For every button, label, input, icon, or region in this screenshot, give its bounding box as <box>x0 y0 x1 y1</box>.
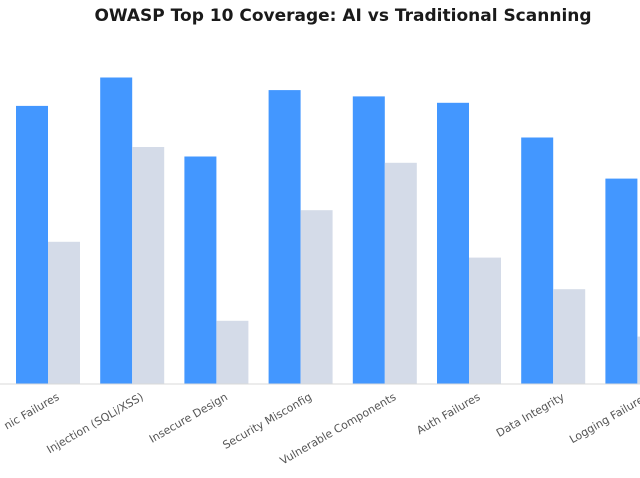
bar-series1-0 <box>16 105 48 385</box>
bar-series2-2 <box>216 320 249 384</box>
bar-series1-2 <box>184 156 217 384</box>
bar-series1-4 <box>352 96 385 385</box>
bar-series2-6 <box>553 289 586 384</box>
bar-series2-4 <box>384 162 417 384</box>
bar-series1-1 <box>100 77 133 384</box>
x-tick-label: nic Failures <box>2 390 62 432</box>
bar-series1-3 <box>268 90 301 384</box>
bar-series2-0 <box>48 241 80 384</box>
bars-group <box>16 77 640 385</box>
bar-series2-7 <box>637 336 640 384</box>
bar-series1-7 <box>605 178 638 384</box>
x-tick-label: Auth Failures <box>414 390 482 437</box>
bar-series1-5 <box>437 102 469 385</box>
bar-series2-1 <box>132 147 165 384</box>
x-tick-label: Logging Failures <box>567 390 640 446</box>
x-tick-label: Data Integrity <box>494 390 567 440</box>
x-tick-label: Insecure Design <box>147 390 230 445</box>
bar-series2-3 <box>300 210 333 384</box>
chart-title: OWASP Top 10 Coverage: AI vs Traditional… <box>94 6 591 26</box>
bar-series1-6 <box>521 137 554 384</box>
bar-series2-5 <box>469 257 501 384</box>
